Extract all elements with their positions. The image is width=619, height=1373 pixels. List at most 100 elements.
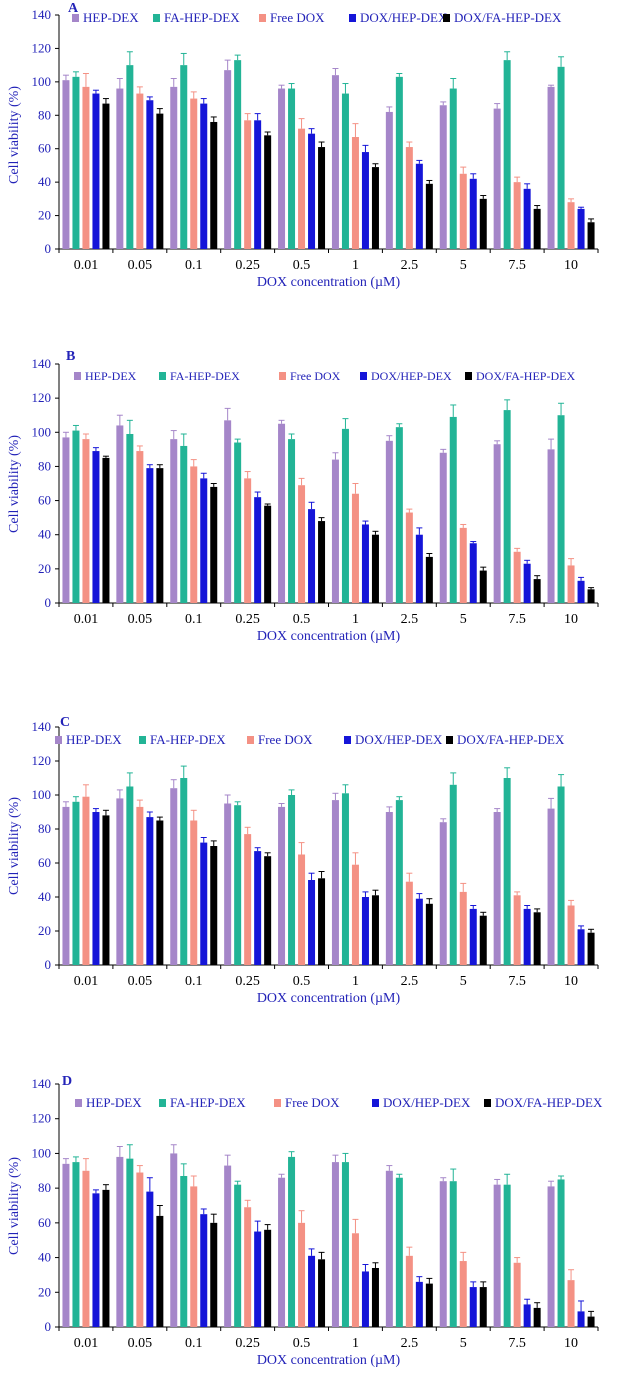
bar-hep-dex-2.5 bbox=[385, 812, 393, 965]
bar-hep-dex-10 bbox=[547, 808, 555, 965]
bar-dox-hep-dex-2.5 bbox=[415, 1281, 423, 1327]
y-tick-label: 40 bbox=[38, 889, 51, 904]
bar-hep-dex-0.05 bbox=[116, 425, 124, 603]
legend-entry: DOX/HEP-DEX bbox=[360, 10, 448, 25]
x-tick-label: 7.5 bbox=[508, 974, 526, 989]
bar-free-dox-10 bbox=[567, 1280, 575, 1327]
bar-dox-fa-hep-dex-10 bbox=[587, 932, 595, 965]
bar-free-dox-0.25 bbox=[244, 834, 252, 965]
legend-entry: HEP-DEX bbox=[83, 10, 139, 25]
x-axis-title: DOX concentration (µM) bbox=[257, 991, 401, 1006]
bar-dox-fa-hep-dex-5 bbox=[479, 915, 487, 965]
legend-swatch bbox=[344, 736, 351, 744]
legend-swatch bbox=[247, 736, 254, 744]
bar-fa-hep-dex-7.5 bbox=[503, 1184, 511, 1327]
x-tick-label: 5 bbox=[460, 612, 467, 627]
bar-free-dox-5 bbox=[459, 1261, 467, 1327]
bar-dox-fa-hep-dex-10 bbox=[587, 222, 595, 249]
y-tick-label: 60 bbox=[38, 493, 51, 508]
bar-fa-hep-dex-0.01 bbox=[72, 76, 80, 249]
bar-hep-dex-1 bbox=[331, 75, 339, 250]
bar-dox-fa-hep-dex-0.25 bbox=[264, 856, 272, 965]
bar-hep-dex-0.5 bbox=[278, 423, 286, 603]
x-tick-label: 0.1 bbox=[185, 1336, 203, 1351]
legend-entry: Free DOX bbox=[270, 10, 325, 25]
panel-label: B bbox=[66, 349, 75, 364]
legend-swatch bbox=[259, 14, 266, 22]
y-tick-label: 120 bbox=[32, 1111, 52, 1126]
bar-dox-hep-dex-0.1 bbox=[200, 842, 208, 965]
bar-fa-hep-dex-0.01 bbox=[72, 801, 80, 965]
bar-hep-dex-0.25 bbox=[224, 803, 232, 965]
bar-dox-fa-hep-dex-0.05 bbox=[156, 468, 164, 603]
bar-hep-dex-1 bbox=[331, 459, 339, 603]
bar-dox-fa-hep-dex-7.5 bbox=[533, 912, 541, 965]
bar-free-dox-0.01 bbox=[82, 439, 90, 603]
bar-hep-dex-0.5 bbox=[278, 1177, 286, 1327]
legend-swatch bbox=[153, 14, 160, 22]
chart-panel-a: 0 20 40 60 80 100 120 140 0.01 0.05 0.1 0.25 0.5 1 2.5… bbox=[7, 1, 599, 290]
bar-dox-hep-dex-0.05 bbox=[146, 1191, 154, 1327]
bar-dox-fa-hep-dex-0.01 bbox=[102, 815, 110, 965]
bar-dox-fa-hep-dex-7.5 bbox=[533, 579, 541, 603]
x-tick-label: 0.1 bbox=[185, 974, 203, 989]
x-tick-label: 10 bbox=[564, 258, 578, 273]
bar-dox-hep-dex-0.25 bbox=[254, 120, 262, 249]
bar-hep-dex-0.05 bbox=[116, 88, 124, 250]
bar-fa-hep-dex-0.5 bbox=[288, 1156, 296, 1327]
y-tick-label: 140 bbox=[32, 7, 52, 22]
bar-free-dox-0.01 bbox=[82, 796, 90, 965]
bar-dox-hep-dex-0.05 bbox=[146, 817, 154, 965]
x-tick-label: 0.05 bbox=[128, 258, 153, 273]
bar-dox-fa-hep-dex-0.25 bbox=[264, 135, 272, 249]
legend-swatch bbox=[446, 736, 453, 744]
x-tick-label: 10 bbox=[564, 612, 578, 627]
bar-fa-hep-dex-0.01 bbox=[72, 1162, 80, 1327]
bar-free-dox-2.5 bbox=[405, 147, 413, 249]
x-tick-label: 0.25 bbox=[235, 258, 260, 273]
bar-hep-dex-2.5 bbox=[385, 1170, 393, 1327]
bar-dox-hep-dex-1 bbox=[361, 1271, 369, 1327]
y-tick-label: 100 bbox=[32, 1145, 52, 1160]
bar-dox-hep-dex-7.5 bbox=[523, 188, 531, 249]
panel-label: D bbox=[62, 1074, 72, 1089]
x-tick-label: 0.25 bbox=[235, 1336, 260, 1351]
bar-free-dox-7.5 bbox=[513, 182, 521, 249]
bar-fa-hep-dex-2.5 bbox=[395, 800, 403, 965]
bar-dox-fa-hep-dex-2.5 bbox=[425, 1283, 433, 1327]
bar-dox-fa-hep-dex-0.05 bbox=[156, 820, 164, 965]
x-tick-label: 0.05 bbox=[128, 974, 153, 989]
bar-dox-fa-hep-dex-1 bbox=[371, 1267, 379, 1327]
y-axis-title: Cell viability (%) bbox=[7, 797, 22, 895]
x-tick-label: 0.5 bbox=[293, 1336, 311, 1351]
bar-fa-hep-dex-2.5 bbox=[395, 1177, 403, 1327]
x-tick-label: 5 bbox=[460, 258, 467, 273]
bar-fa-hep-dex-0.05 bbox=[126, 786, 134, 965]
bar-dox-hep-dex-2.5 bbox=[415, 163, 423, 249]
legend-entry: DOX/FA-HEP-DEX bbox=[454, 10, 562, 25]
bar-hep-dex-7.5 bbox=[493, 1184, 501, 1327]
bar-hep-dex-0.1 bbox=[170, 439, 178, 603]
bar-fa-hep-dex-0.1 bbox=[180, 65, 188, 250]
y-tick-label: 0 bbox=[45, 595, 52, 610]
bar-dox-fa-hep-dex-0.1 bbox=[210, 846, 218, 965]
x-tick-label: 0.5 bbox=[293, 974, 311, 989]
y-tick-label: 0 bbox=[45, 241, 52, 256]
bar-free-dox-10 bbox=[567, 202, 575, 249]
bar-dox-fa-hep-dex-5 bbox=[479, 198, 487, 249]
legend-swatch bbox=[139, 736, 146, 744]
legend-entry: DOX/HEP-DEX bbox=[383, 1095, 471, 1110]
y-tick-label: 0 bbox=[45, 1319, 52, 1334]
legend-swatch bbox=[360, 372, 367, 380]
bar-fa-hep-dex-0.25 bbox=[234, 805, 242, 965]
bar-hep-dex-7.5 bbox=[493, 812, 501, 965]
bar-dox-hep-dex-10 bbox=[577, 929, 585, 965]
x-tick-label: 0.5 bbox=[293, 258, 311, 273]
bar-free-dox-2.5 bbox=[405, 1255, 413, 1327]
chart-panel-d: 0 20 40 60 80 100 120 140 0.01 0.05 0.1 0.25 0.5 1 2.5… bbox=[7, 1074, 603, 1368]
legend-entry: HEP-DEX bbox=[85, 369, 137, 383]
bar-dox-fa-hep-dex-0.5 bbox=[318, 147, 326, 249]
bar-free-dox-0.1 bbox=[190, 1186, 198, 1327]
bar-free-dox-0.25 bbox=[244, 120, 252, 249]
bar-dox-hep-dex-0.01 bbox=[92, 93, 100, 249]
